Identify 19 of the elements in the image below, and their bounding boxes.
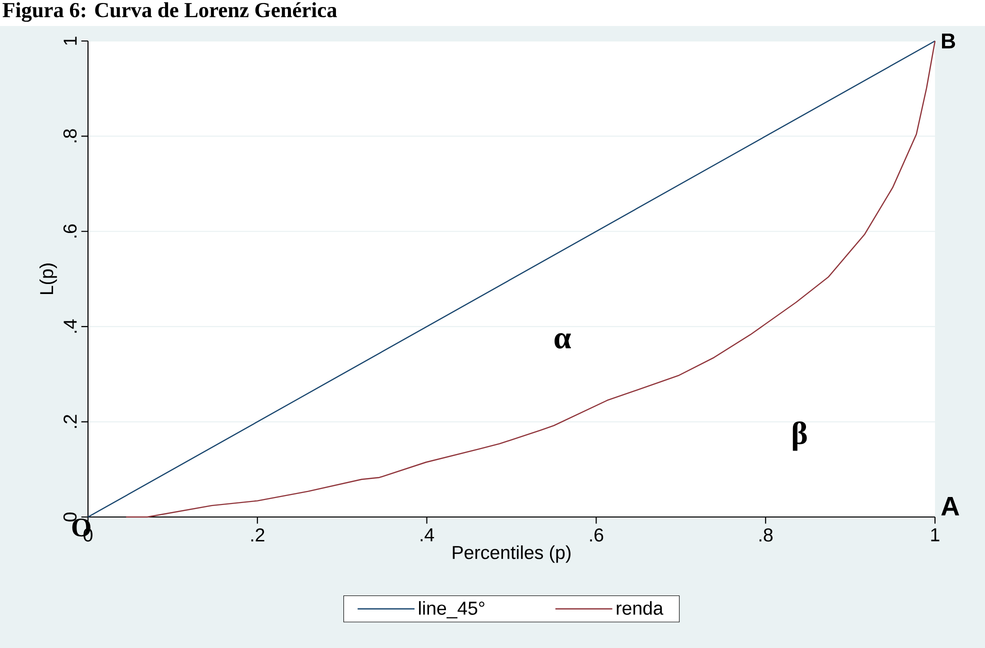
y-tick-label: .2 [64, 414, 77, 428]
annotation: β [792, 421, 807, 451]
y-tick-label: .6 [63, 224, 77, 238]
legend-label: renda [616, 601, 664, 615]
y-tick-label: .4 [64, 319, 77, 333]
text: A [941, 497, 960, 516]
x-tick-label: 1 [931, 528, 940, 542]
x-axis-title: Percentiles (p) [452, 545, 570, 563]
x-tick-label: .2 [251, 528, 264, 542]
x-tick-label: .6 [590, 528, 604, 542]
chart-title: Figura 6: Curva de Lorenz Genérica [2, 2, 337, 22]
legend-label: line_45° [419, 601, 484, 618]
annotation: B [942, 34, 956, 48]
x-tick-label: .4 [420, 528, 434, 542]
y-axis-title: L(p) [40, 264, 57, 294]
y-tick-label: 1 [64, 36, 77, 45]
y-tick-label: .8 [63, 129, 77, 142]
annotation: α [554, 333, 571, 349]
x-tick-label: .8 [760, 528, 773, 542]
